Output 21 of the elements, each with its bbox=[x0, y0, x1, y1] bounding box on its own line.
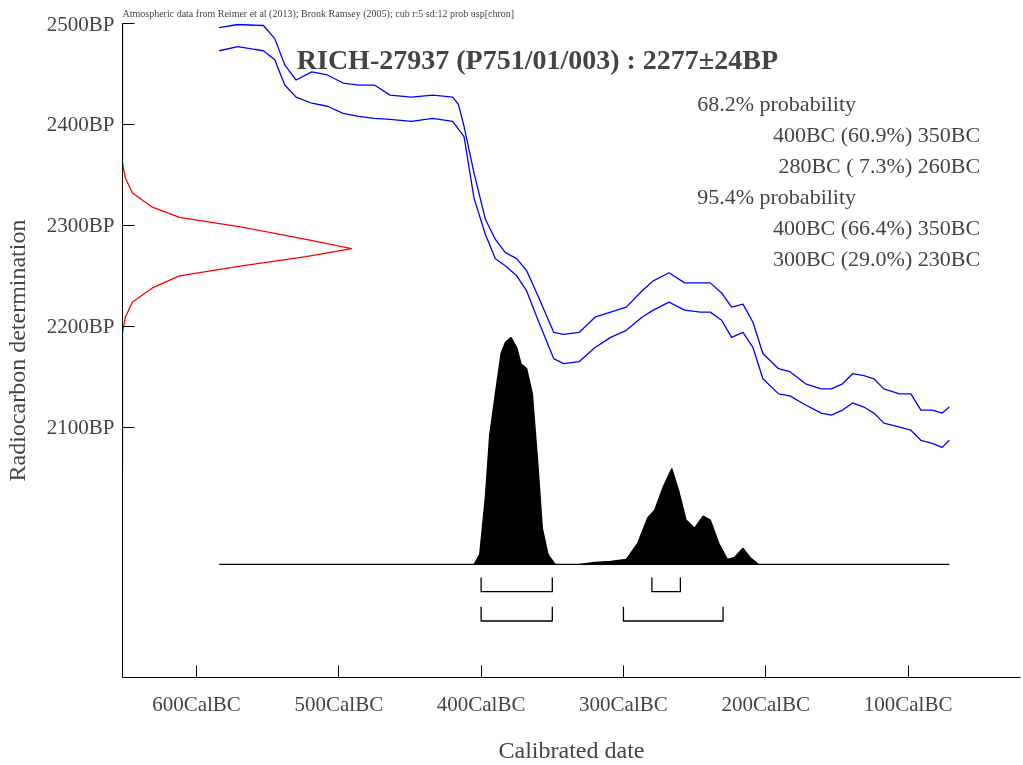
y-tick-label: 2300BP bbox=[46, 213, 115, 238]
x-tick-label: 200CalBC bbox=[721, 691, 811, 716]
y-tick-label: 2200BP bbox=[46, 314, 115, 339]
y-tick-label: 2100BP bbox=[46, 415, 115, 440]
annotation: 300BC (29.0%) 230BC bbox=[772, 245, 981, 271]
y-tick-label: 2400BP bbox=[46, 112, 115, 137]
x-axis-title: Calibrated date bbox=[498, 736, 645, 763]
x-tick-label: 600CalBC bbox=[152, 691, 241, 716]
y-tick-label: 2500BP bbox=[46, 11, 115, 36]
annotation: 400BC (60.9%) 350BC bbox=[772, 122, 981, 148]
x-tick-label: 400CalBC bbox=[436, 691, 526, 716]
annotation: 68.2% probability bbox=[697, 91, 857, 117]
text: RICH-27937 (P751/01/003) : 2277±24BP bbox=[296, 43, 778, 75]
y-axis-title: Radiocarbon determination bbox=[3, 219, 30, 482]
x-tick-label: 500CalBC bbox=[294, 691, 384, 716]
x-tick-label: 300CalBC bbox=[579, 691, 668, 716]
annotation: 280BC ( 7.3%) 260BC bbox=[778, 153, 981, 179]
annotation: 95.4% probability bbox=[697, 184, 857, 210]
text: Atmospheric data from Reimer et al (2013); Bronk Ramsey (2005); cub r:5 sd:12 prob usp[chron] bbox=[122, 7, 515, 20]
x-tick-label: 100CalBC bbox=[863, 691, 953, 716]
annotation: 400BC (66.4%) 350BC bbox=[772, 214, 981, 240]
